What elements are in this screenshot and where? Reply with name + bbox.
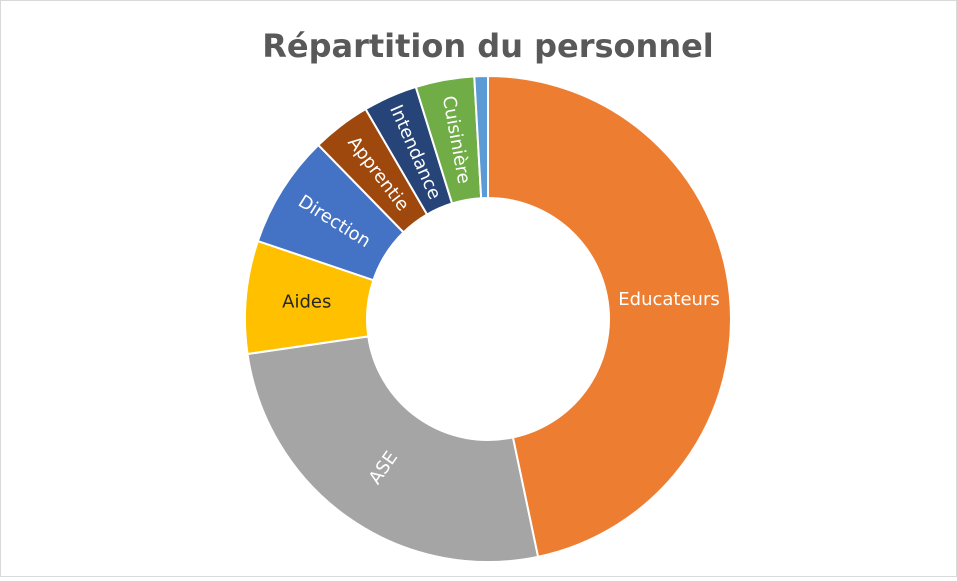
slice-label: Aides (282, 291, 331, 312)
donut-slice (487, 74, 732, 558)
chart-title: Répartition du personnel (262, 27, 714, 65)
donut-slice (246, 335, 540, 563)
slice-label: Educateurs (618, 289, 719, 310)
donut-slice (473, 74, 489, 200)
